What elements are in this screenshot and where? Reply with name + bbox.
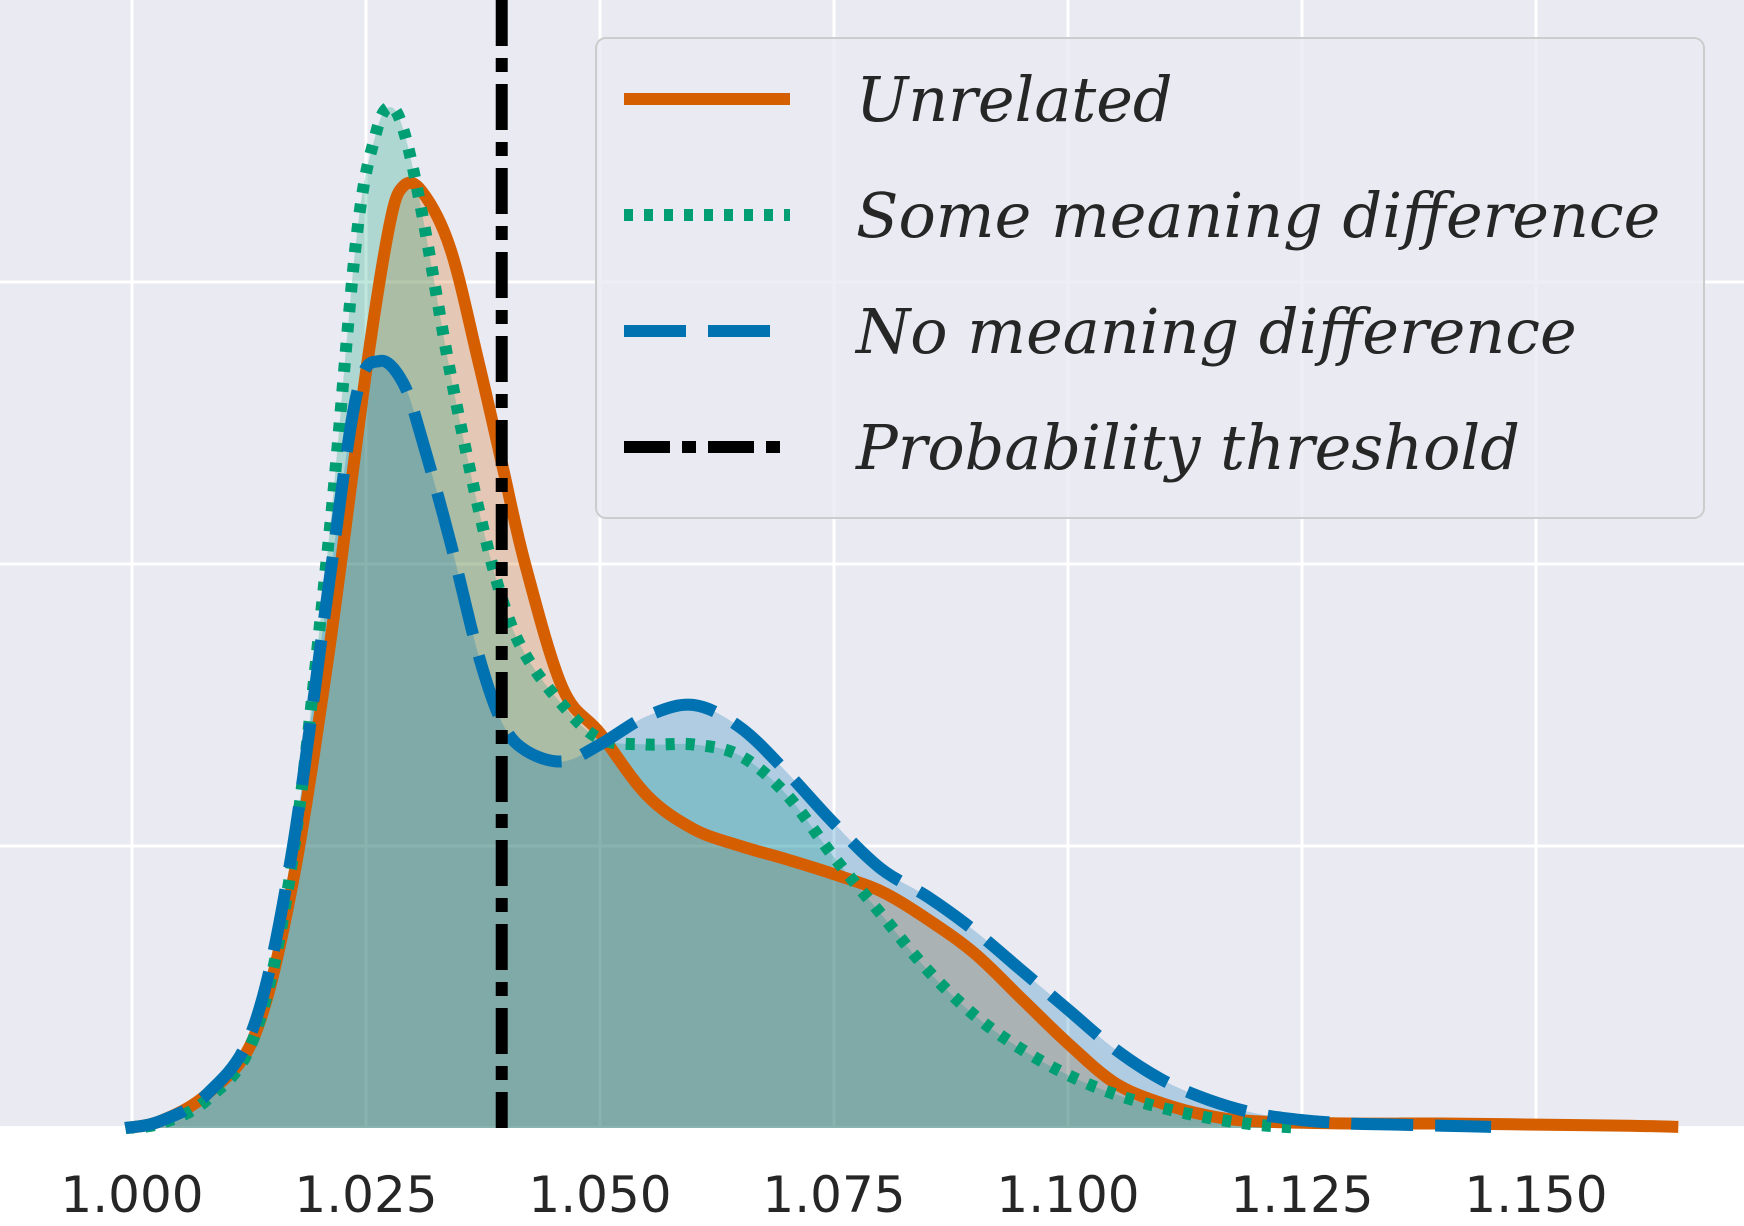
x-tick-label: 1.150 — [1464, 1166, 1607, 1224]
curve-unrelated — [124, 176, 1679, 1134]
x-tick-label: 1.125 — [1230, 1166, 1373, 1224]
x-tick-label: 1.075 — [762, 1166, 905, 1224]
area-no-meaning-difference — [125, 360, 1492, 1129]
legend: Unrelated Some meaning difference No meani… — [595, 37, 1705, 519]
x-tick-label: 1.000 — [60, 1166, 203, 1224]
x-tick-label: 1.050 — [528, 1166, 671, 1224]
legend-label-probability-threshold: Probability threshold — [855, 411, 1520, 484]
legend-label-no-meaning-difference: No meaning difference — [854, 295, 1577, 368]
curve-no-meaning-difference — [124, 354, 1492, 1134]
x-tick-label: 1.025 — [294, 1166, 437, 1224]
area-some-meaning-difference — [125, 107, 1302, 1128]
x-tick-label: 1.100 — [996, 1166, 1139, 1224]
density-fills — [125, 107, 1679, 1129]
legend-box — [595, 37, 1705, 519]
legend-label-some-meaning-difference: Some meaning difference — [856, 179, 1660, 252]
legend-label-unrelated: Unrelated — [856, 63, 1173, 136]
area-unrelated — [125, 182, 1679, 1128]
density-curves — [124, 101, 1679, 1134]
x-axis-ticks: 1.000 1.025 1.050 1.075 1.100 1.125 1.150 — [60, 1166, 1607, 1224]
